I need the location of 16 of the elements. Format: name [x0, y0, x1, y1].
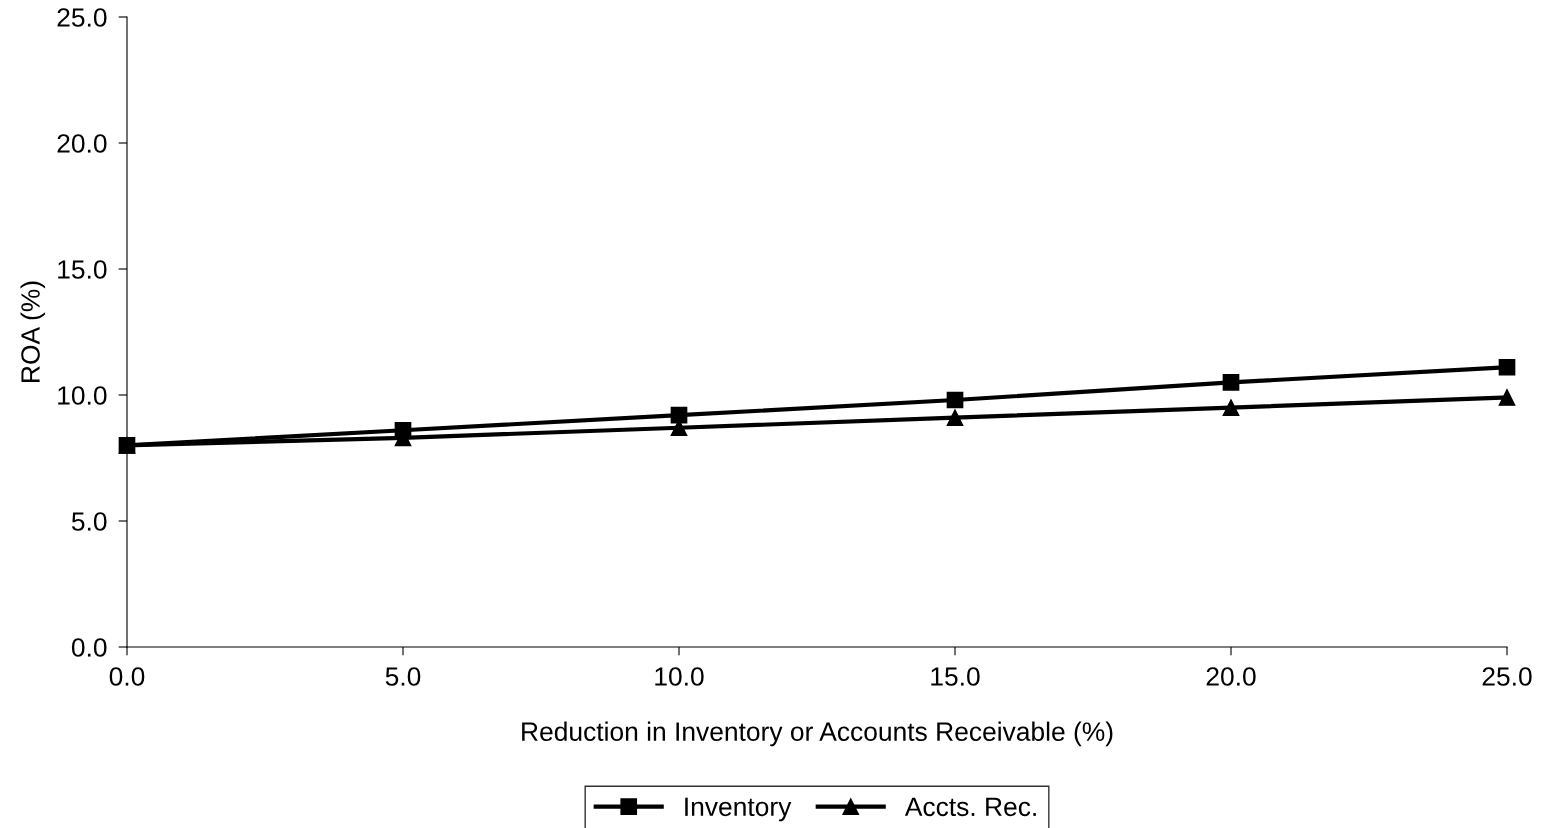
x-tick-label: 25.0 — [1482, 667, 1532, 686]
x-tick-label: 5.0 — [385, 667, 421, 686]
y-axis-title: ROA (%) — [20, 281, 46, 382]
y-tick-label: 0.0 — [71, 638, 107, 657]
y-tick-label: 5.0 — [71, 512, 107, 531]
legend-label: Accts. Rec. — [904, 797, 1036, 817]
y-tick-label: 10.0 — [58, 386, 107, 405]
x-tick-label: 15.0 — [931, 667, 980, 686]
x-tick-label: 10.0 — [655, 667, 704, 686]
x-tick-label: 0.0 — [109, 667, 145, 686]
x-axis-title: Reduction in Inventory or Accounts Receivable (%) — [522, 721, 1113, 747]
y-tick-label: 25.0 — [57, 8, 107, 27]
y-tick-label: 20.0 — [57, 134, 107, 153]
legend-label: Inventory — [685, 797, 792, 822]
y-tick-label: 15.0 — [58, 260, 107, 279]
x-tick-label: 20.0 — [1206, 667, 1256, 686]
